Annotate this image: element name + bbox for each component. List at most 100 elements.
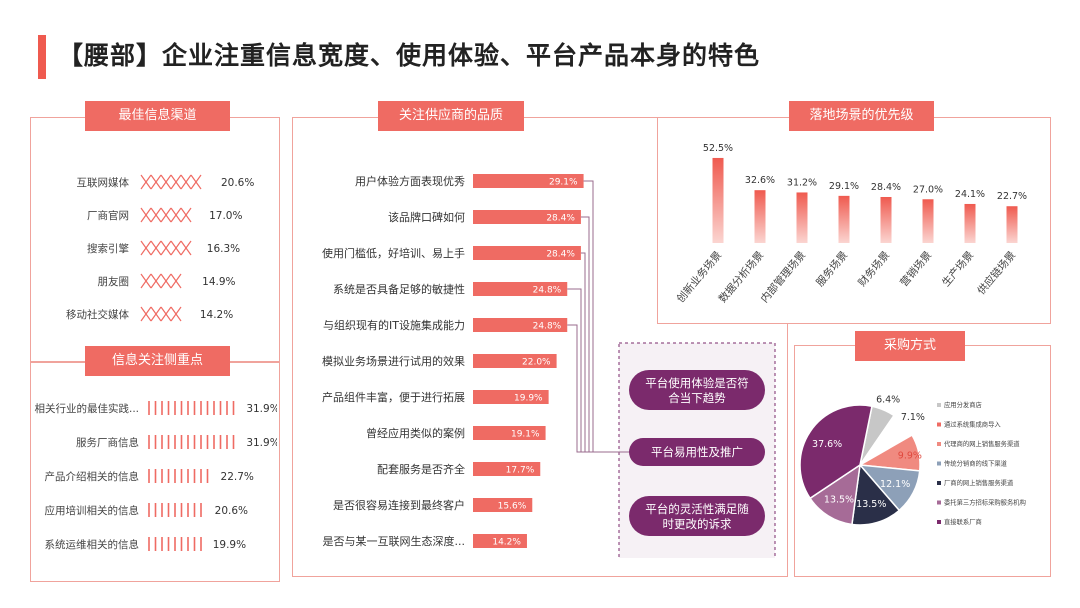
quality-value-label: 17.7% [506, 466, 535, 476]
quality-label: 与组织现有的IT设施集成能力 [323, 318, 465, 332]
scenario-bar [712, 157, 724, 243]
quality-bar [473, 318, 568, 332]
annotation-connectors [567, 180, 633, 453]
channel-label: 移动社交媒体 [66, 308, 129, 321]
quality-label: 该品牌口碑如何 [388, 210, 465, 224]
quality-label: 曾经应用类似的案例 [366, 426, 465, 440]
annotation-text-line1: 平台的灵活性满足随 [645, 502, 749, 516]
channel-label: 厂商官网 [87, 209, 129, 222]
legend-label: 代理商的网上销售服务渠道 [944, 439, 1020, 448]
pie-value-label: 37.6% [812, 439, 842, 450]
focus-bar [148, 435, 235, 449]
quality-label: 系统是否具备足够的敏捷性 [333, 282, 465, 296]
legend-label: 通过系统集成商导入 [944, 420, 1001, 429]
scenario-category-label: 生产场景 [939, 249, 976, 290]
annotation-pill [629, 496, 765, 536]
channel-bar [140, 174, 202, 190]
legend-label: 应用分发商店 [944, 400, 982, 409]
scenarios-header: 落地场景的优先级 [789, 101, 934, 131]
channel-value-label: 14.9% [202, 276, 235, 288]
legend-label: 直接联系厂商 [944, 517, 982, 526]
quality-value-label: 19.1% [511, 430, 540, 440]
channel-bar [140, 306, 182, 322]
quality-chart: 用户体验方面表现优秀 29.1% 该品牌口碑如何 28.4% 使用门槛低，好培训、易上手… [322, 174, 776, 558]
focus-label: 服务厂商信息 [76, 436, 139, 449]
quality-value-label: 19.9% [514, 394, 543, 404]
quality-label: 是否很容易连接到最终客户 [333, 498, 465, 512]
focus-label: 系统运维相关的信息 [45, 538, 140, 551]
pie-value-label: 12.1% [880, 479, 910, 490]
legend-label: 厂商的网上销售服务渠道 [944, 478, 1014, 487]
quality-label: 使用门槛低，好培训、易上手 [322, 246, 465, 260]
channel-bar [140, 207, 192, 223]
channel-bar [140, 273, 182, 289]
channels-header: 最佳信息渠道 [85, 101, 230, 131]
annotation-pill [629, 370, 765, 410]
scenarios-chart: 52.5%创新业务场景32.6%数据分析场景31.2%内部管理场景29.1%服务… [674, 143, 1027, 305]
focus-value-label: 31.9% [246, 403, 277, 415]
quality-bar [473, 462, 541, 476]
legend-swatch [937, 500, 941, 505]
legend-swatch [937, 481, 941, 485]
channel-label: 互联网媒体 [77, 176, 130, 189]
annotation-pill [629, 438, 765, 466]
channel-value-label: 17.0% [209, 210, 242, 222]
channels-chart: 互联网媒体 20.6% 厂商官网 17.0% 搜索引擎 16.3% 朋友圈 14.9% 移动社交… [66, 174, 254, 322]
scenario-category-label: 财务场景 [855, 249, 892, 290]
legend-swatch [937, 422, 941, 427]
quality-bar [473, 498, 533, 512]
quality-value-label: 22.0% [522, 358, 551, 368]
scenario-bar [796, 192, 808, 243]
pie-slice [799, 404, 873, 500]
annotation-text-line2: 合当下趋势 [668, 391, 726, 405]
pie-value-label: 13.5% [856, 499, 886, 510]
quality-bar [473, 174, 584, 188]
focus-bar [148, 401, 235, 415]
focus-value-label: 20.6% [215, 505, 248, 517]
channel-label: 搜索引擎 [87, 242, 129, 255]
annotation-text-line1: 平台使用体验是否符 [645, 376, 749, 390]
quality-bar [473, 246, 581, 260]
scenario-value-label: 29.1% [829, 181, 859, 192]
scenario-value-label: 52.5% [703, 143, 733, 154]
pie-value-label: 6.4% [876, 395, 900, 406]
quality-label: 用户体验方面表现优秀 [355, 174, 465, 188]
scenario-value-label: 22.7% [997, 191, 1027, 202]
focus-bar [148, 503, 202, 517]
focus-label: 应用培训相关的信息 [45, 504, 140, 517]
scenario-bar [754, 190, 766, 243]
legend-label: 委托第三方招标采购服务机构 [944, 498, 1026, 507]
scenario-bar [838, 195, 850, 243]
quality-label: 配套服务是否齐全 [377, 462, 465, 476]
quality-bar [473, 210, 581, 224]
focus-value-label: 22.7% [221, 471, 254, 483]
purchase-header: 采购方式 [855, 331, 965, 361]
quality-label: 产品组件丰富，便于进行拓展 [322, 390, 465, 404]
annotation-text: 平台易用性及推广 [651, 445, 743, 459]
scenario-bar [880, 196, 892, 243]
focus-bar [148, 537, 202, 551]
scenario-bar [1006, 206, 1018, 243]
legend-swatch [937, 442, 941, 446]
scenario-bar [964, 203, 976, 243]
focus-value-label: 31.9% [246, 437, 277, 449]
quality-bar [473, 282, 568, 296]
scenario-bar [922, 199, 934, 243]
quality-label: 是否与某一互联网生态深度... [323, 534, 466, 548]
scenario-category-label: 服务场景 [813, 249, 850, 290]
quality-value-label: 15.6% [498, 502, 527, 512]
scenario-value-label: 32.6% [745, 175, 775, 186]
quality-header: 关注供应商的品质 [378, 101, 524, 131]
focus-header: 信息关注侧重点 [85, 346, 230, 376]
quality-value-label: 24.8% [533, 286, 562, 296]
scenario-value-label: 27.0% [913, 184, 943, 195]
channel-value-label: 16.3% [207, 243, 240, 255]
purchase-chart: 6.4%7.1% 9.9% 12.1% 13.5%13.5% 37.6% 应用分发商店通过… [799, 395, 1026, 526]
annotation-text-line2: 时更改的诉求 [663, 517, 732, 531]
page-title: 【腰部】企业注重信息宽度、使用体验、平台产品本身的特色 [58, 41, 761, 70]
channel-label: 朋友圈 [98, 275, 130, 288]
channel-bar [140, 240, 192, 256]
quality-bar [473, 390, 549, 404]
quality-value-label: 14.2% [492, 538, 521, 548]
legend-swatch [937, 520, 941, 524]
